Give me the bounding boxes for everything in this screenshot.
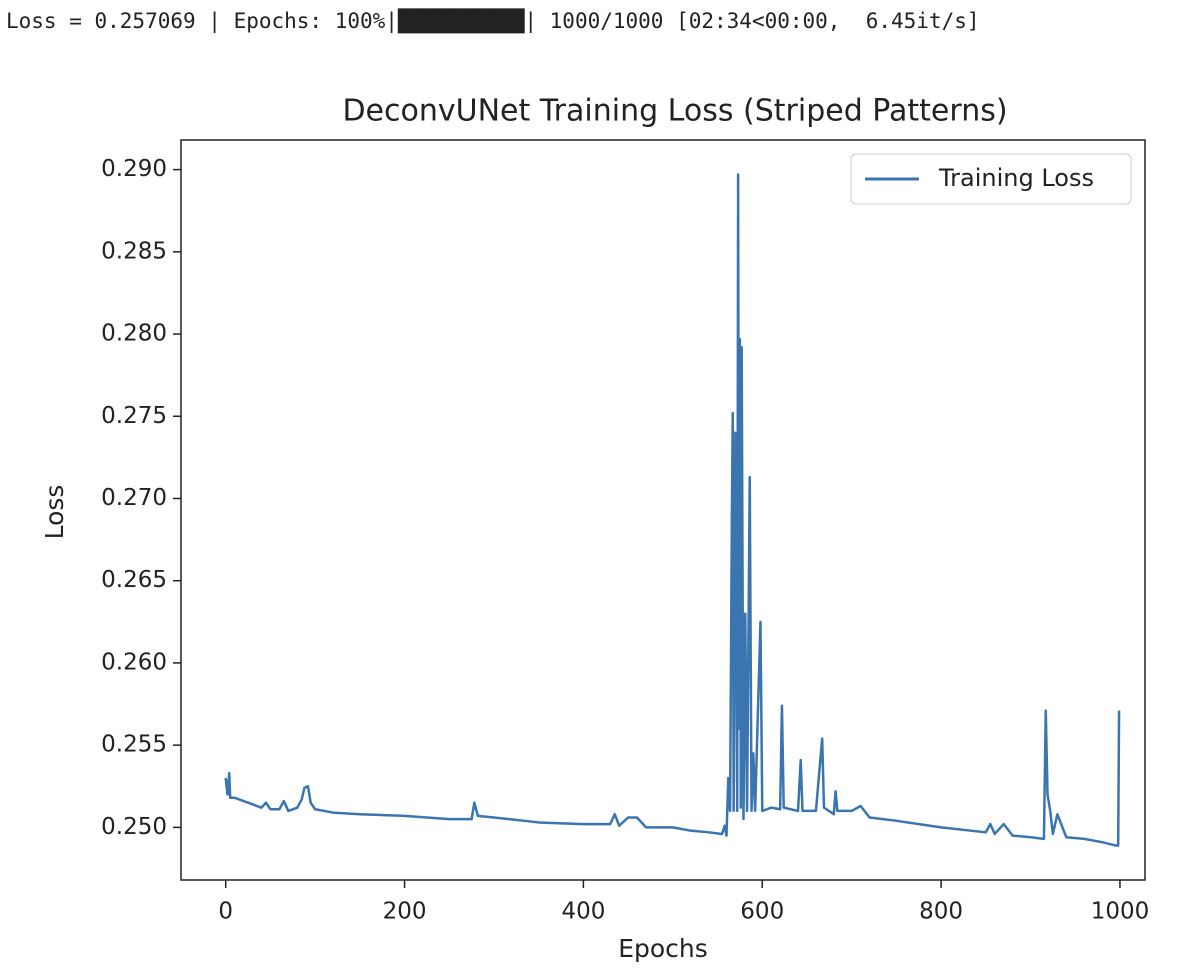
y-tick-label: 0.250 xyxy=(101,814,167,840)
x-axis-label: Epochs xyxy=(618,934,708,963)
x-tick-label: 0 xyxy=(218,899,233,925)
plot-frame xyxy=(180,139,1146,881)
y-axis-label: Loss xyxy=(40,485,69,540)
y-tick-label: 0.290 xyxy=(101,156,167,182)
x-tick-label: 800 xyxy=(919,899,963,925)
x-tick-label: 600 xyxy=(740,899,784,925)
legend-label: Training Loss xyxy=(938,164,1094,192)
progress-line: Loss = 0.257069 | Epochs: 100%|█████████… xyxy=(6,8,980,34)
loss-line xyxy=(224,173,1121,847)
x-tick-label: 200 xyxy=(383,899,427,925)
x-tick-label: 1000 xyxy=(1091,899,1150,925)
y-tick-label: 0.265 xyxy=(101,567,167,593)
y-tick-label: 0.260 xyxy=(101,649,167,675)
y-tick-label: 0.285 xyxy=(101,238,167,264)
y-tick-label: 0.255 xyxy=(101,732,167,758)
y-tick-label: 0.270 xyxy=(101,485,167,511)
chart-title: DeconvUNet Training Loss (Striped Patter… xyxy=(342,94,1007,129)
y-tick-label: 0.280 xyxy=(101,321,167,347)
x-tick-label: 400 xyxy=(561,899,605,925)
legend-box xyxy=(850,153,1132,205)
y-tick-label: 0.275 xyxy=(101,403,167,429)
